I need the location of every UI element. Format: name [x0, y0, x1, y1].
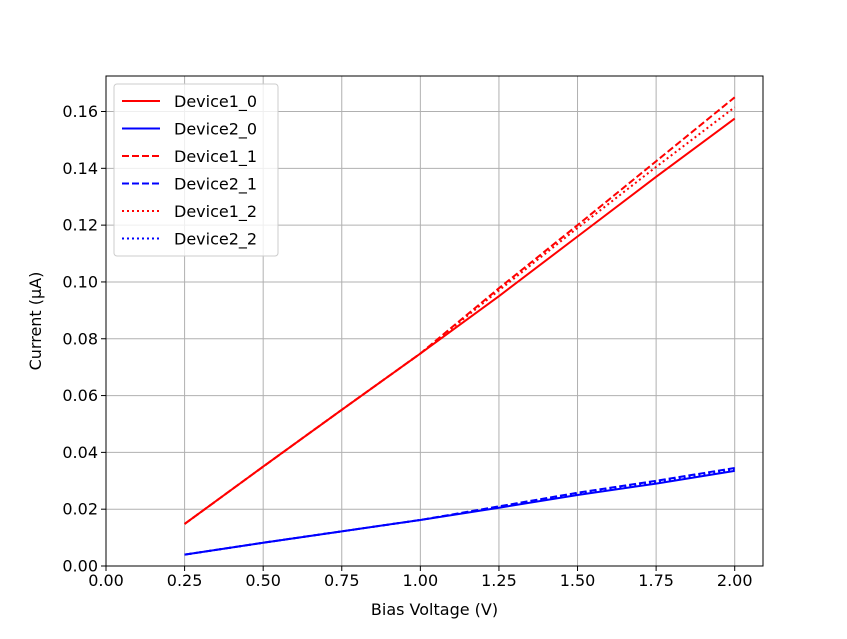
y-tick-label: 0.06 — [62, 386, 98, 405]
y-tick-label: 0.10 — [62, 272, 98, 291]
series-line-device1-2 — [184, 106, 736, 525]
legend-label: Device1_1 — [174, 147, 257, 167]
series-line-device1-1 — [184, 96, 736, 525]
legend-label: Device1_0 — [174, 92, 257, 112]
x-tick-label: 0.25 — [167, 571, 203, 590]
x-tick-label: 1.00 — [403, 571, 439, 590]
x-tick-label: 0.50 — [245, 571, 281, 590]
y-axis-ticks: 0.00 0.02 0.04 0.06 0.08 0.10 0.12 0.14 0.16 — [62, 102, 106, 576]
y-tick-label: 0.08 — [62, 329, 98, 348]
y-tick-label: 0.16 — [62, 102, 98, 121]
legend-label: Device2_0 — [174, 120, 257, 140]
legend-box — [113, 83, 279, 257]
x-tick-label: 0.75 — [324, 571, 360, 590]
x-axis-ticks: 0.00 0.25 0.50 0.75 1.00 1.25 1.50 1.75 2.00 — [88, 566, 753, 590]
series-lines — [184, 96, 736, 556]
x-tick-label: 1.25 — [481, 571, 517, 590]
y-tick-label: 0.04 — [62, 443, 98, 462]
legend: Device1_0 Device2_0 Device1_1 Device2_1 Devi… — [113, 83, 279, 257]
x-tick-label: 0.00 — [88, 571, 124, 590]
y-tick-label: 0.00 — [62, 557, 98, 576]
legend-label: Device2_1 — [174, 175, 257, 195]
plot-frame — [105, 75, 764, 567]
series-line-device2-1 — [184, 467, 735, 556]
x-tick-label: 1.75 — [638, 571, 674, 590]
x-tick-label: 1.50 — [560, 571, 596, 590]
x-tick-label: 2.00 — [717, 571, 753, 590]
y-tick-label: 0.12 — [62, 216, 98, 235]
legend-label: Device1_2 — [174, 202, 257, 222]
y-axis-label: Current (µA) — [26, 272, 45, 371]
x-axis-label: Bias Voltage (V) — [371, 600, 498, 619]
y-tick-label: 0.14 — [62, 159, 98, 178]
y-tick-label: 0.02 — [62, 500, 98, 519]
legend-label: Device2_2 — [174, 230, 257, 250]
